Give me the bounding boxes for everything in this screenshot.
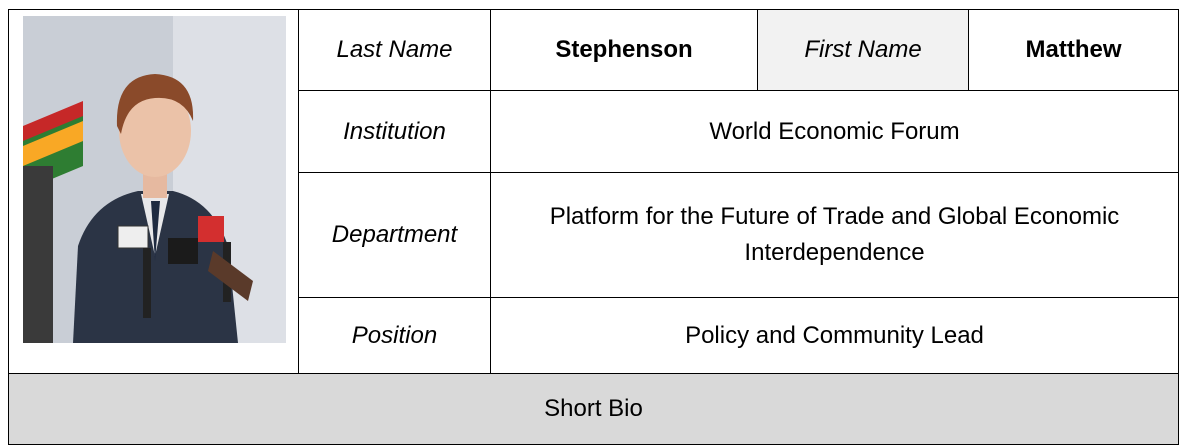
- profile-table: Last Name Stephenson First Name Matthew …: [8, 9, 1179, 445]
- label-cell: First Name: [757, 9, 969, 91]
- photo-cell: [8, 9, 299, 374]
- value-cell: World Economic Forum: [490, 90, 1179, 173]
- value-cell: Platform for the Future of Trade and Glo…: [490, 172, 1179, 298]
- value-cell: Stephenson: [490, 9, 758, 91]
- portrait-photo: [23, 16, 286, 343]
- label-cell: Last Name: [298, 9, 491, 91]
- label-cell: Position: [298, 297, 491, 374]
- label-cell: Institution: [298, 90, 491, 173]
- value-cell: Matthew: [968, 9, 1179, 91]
- label-cell: Department: [298, 172, 491, 298]
- bio-header: Short Bio: [8, 373, 1179, 445]
- value-cell: Policy and Community Lead: [490, 297, 1179, 374]
